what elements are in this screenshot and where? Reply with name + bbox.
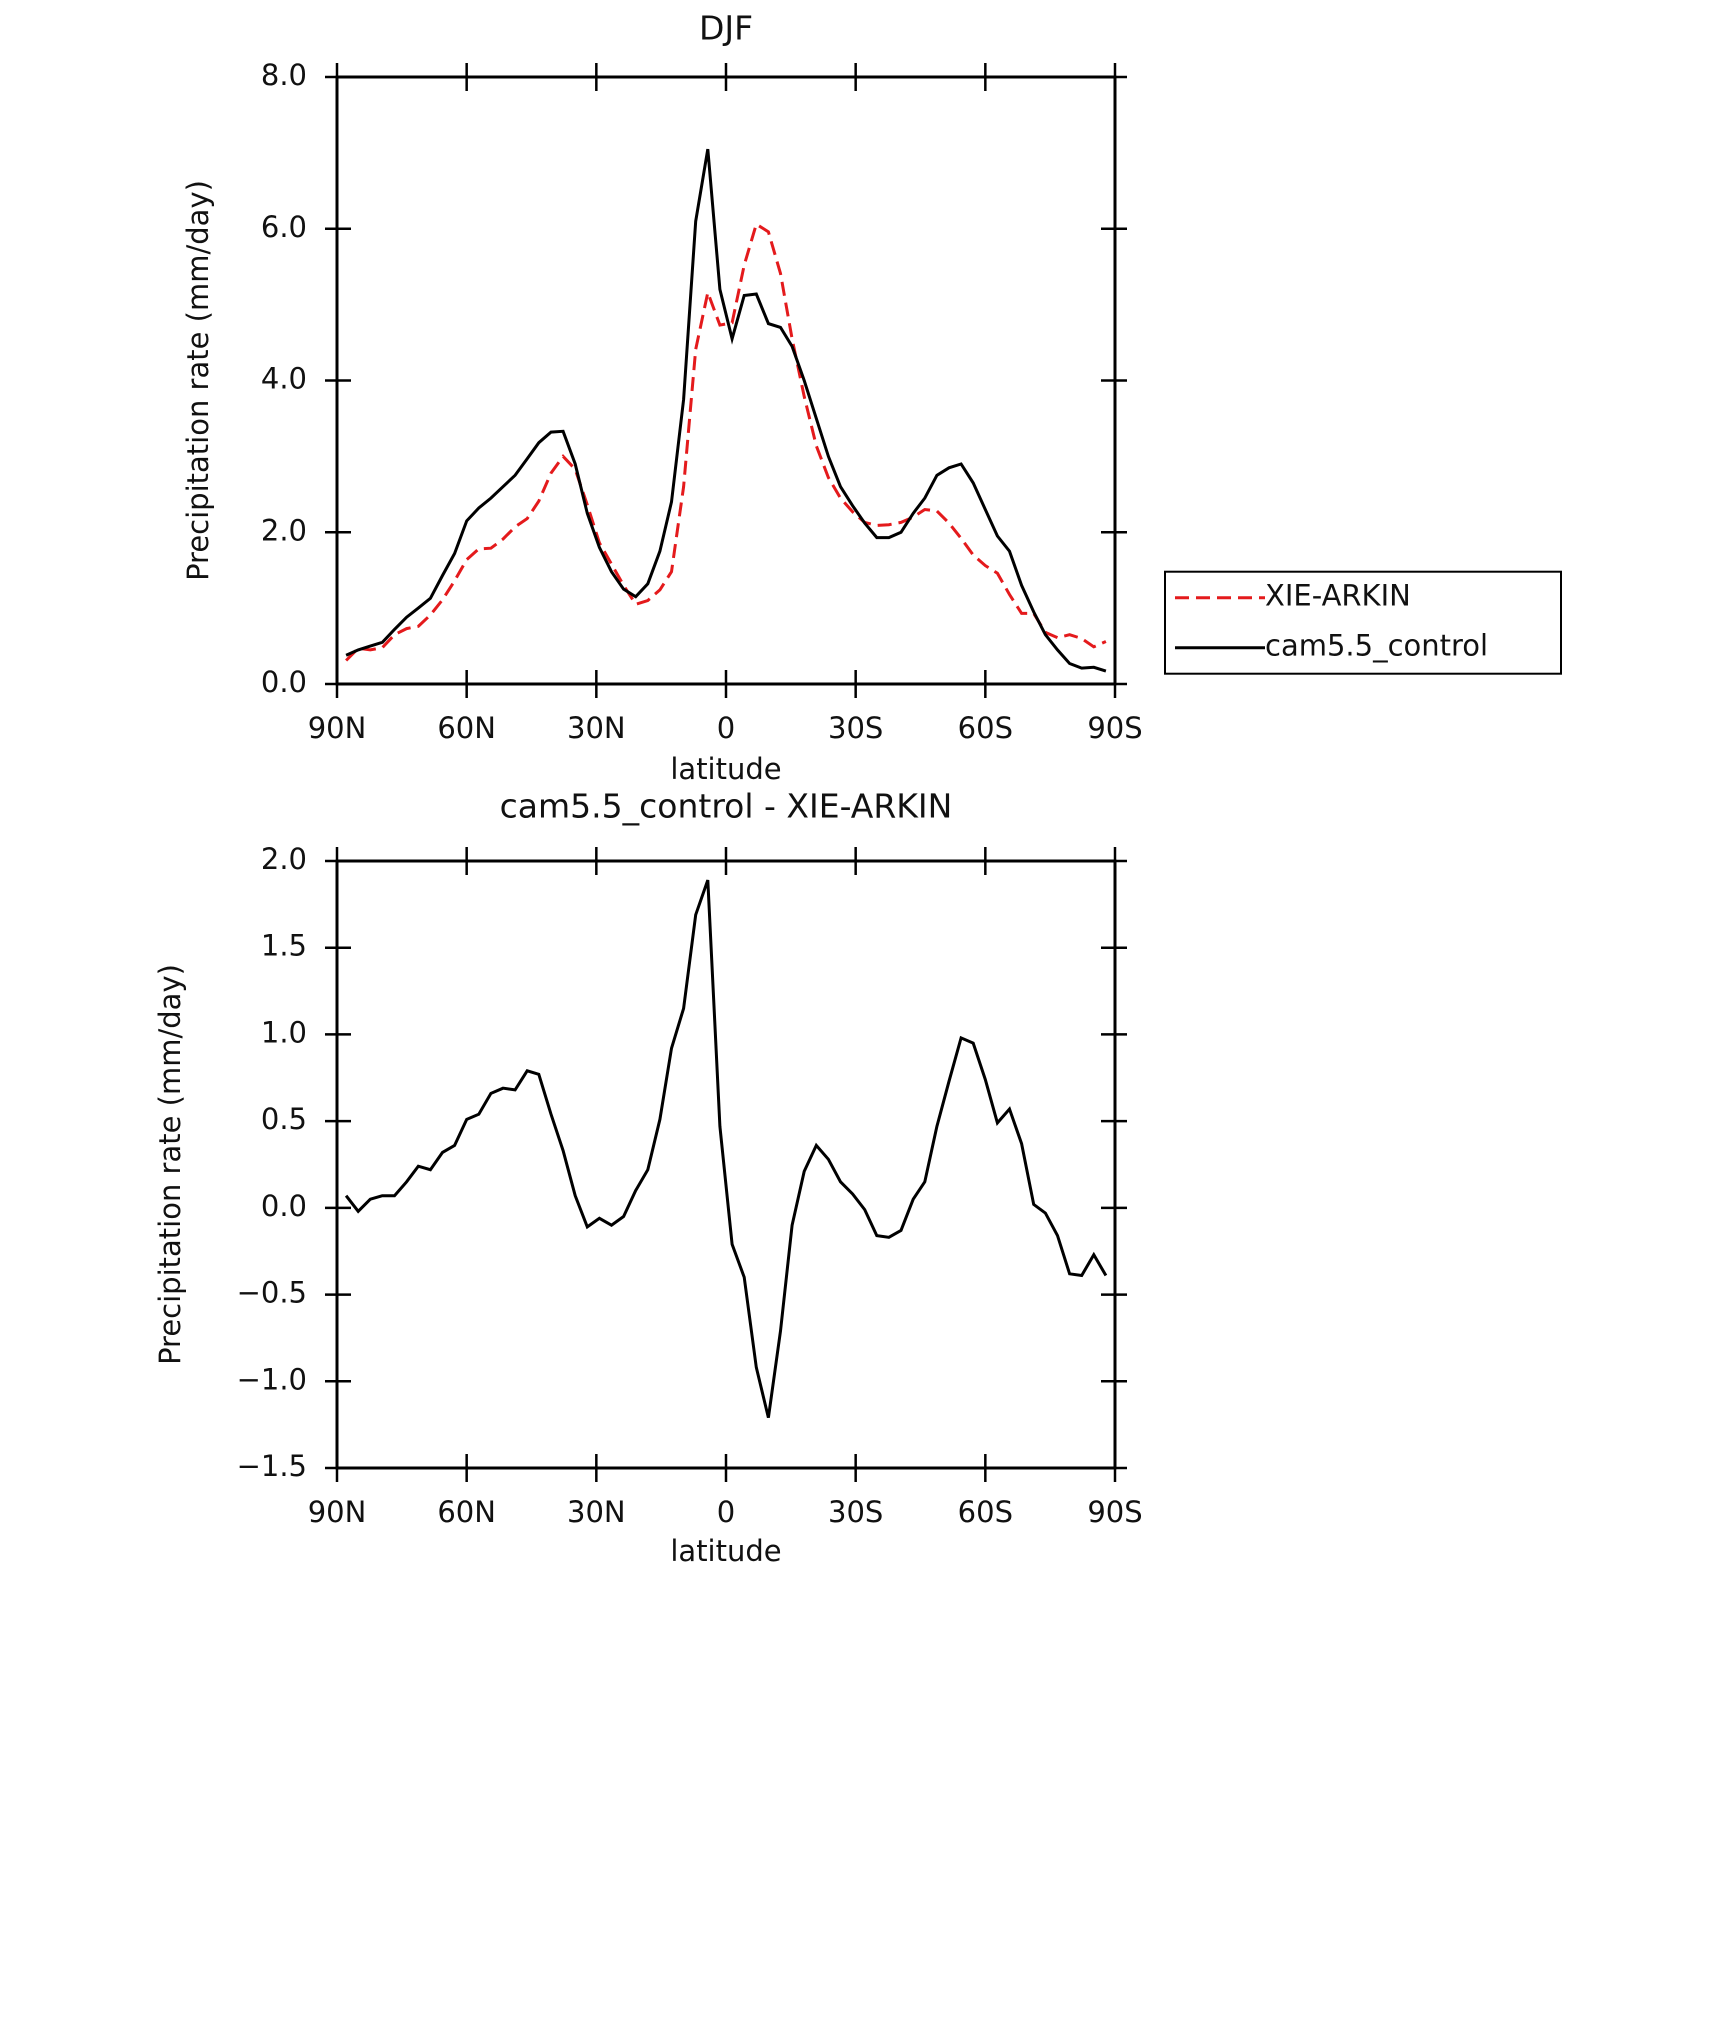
- x-axis-label: latitude: [670, 1534, 781, 1568]
- x-tick-label: 30S: [828, 711, 883, 745]
- x-tick-label: 90N: [308, 1495, 367, 1529]
- x-tick-label: 30N: [567, 711, 626, 745]
- legend-label: cam5.5_control: [1265, 629, 1488, 663]
- chart-title: DJF: [699, 9, 753, 48]
- y-tick-label: 0.5: [261, 1102, 307, 1136]
- y-tick-label: 4.0: [261, 362, 307, 396]
- legend-label: XIE-ARKIN: [1265, 579, 1411, 613]
- legend-box: [1164, 570, 1562, 675]
- x-tick-label: 90S: [1087, 1495, 1142, 1529]
- x-tick-label: 60N: [437, 711, 496, 745]
- y-tick-label: 2.0: [261, 842, 307, 876]
- y-tick-label: −1.5: [237, 1449, 307, 1483]
- x-tick-label: 60S: [958, 711, 1013, 745]
- y-tick-label: −1.0: [237, 1362, 307, 1396]
- plot-frame: [335, 859, 1117, 1470]
- chart-title: cam5.5_control - XIE-ARKIN: [500, 787, 953, 826]
- x-tick-label: 0: [717, 711, 735, 745]
- y-tick-label: 6.0: [261, 210, 307, 244]
- y-axis-label: Precipitation rate (mm/day): [181, 180, 215, 581]
- y-tick-label: 2.0: [261, 513, 307, 547]
- x-axis-label: latitude: [670, 752, 781, 786]
- data-line: [344, 879, 1108, 1419]
- x-tick-label: 30N: [567, 1495, 626, 1529]
- y-tick-label: 1.5: [261, 929, 307, 963]
- data-line: [345, 221, 1107, 662]
- x-tick-label: 60S: [958, 1495, 1013, 1529]
- y-tick-label: 8.0: [261, 58, 307, 92]
- y-tick-label: 1.0: [261, 1015, 307, 1049]
- x-tick-label: 30S: [828, 1495, 883, 1529]
- data-line: [345, 148, 1107, 673]
- x-tick-label: 90S: [1087, 711, 1142, 745]
- x-tick-label: 60N: [437, 1495, 496, 1529]
- plot-frame: [335, 75, 1117, 686]
- y-tick-label: 0.0: [261, 665, 307, 699]
- y-tick-label: −0.5: [237, 1276, 307, 1310]
- x-tick-label: 0: [717, 1495, 735, 1529]
- y-tick-label: 0.0: [261, 1189, 307, 1223]
- y-axis-label: Precipitation rate (mm/day): [153, 964, 187, 1365]
- x-tick-label: 90N: [308, 711, 367, 745]
